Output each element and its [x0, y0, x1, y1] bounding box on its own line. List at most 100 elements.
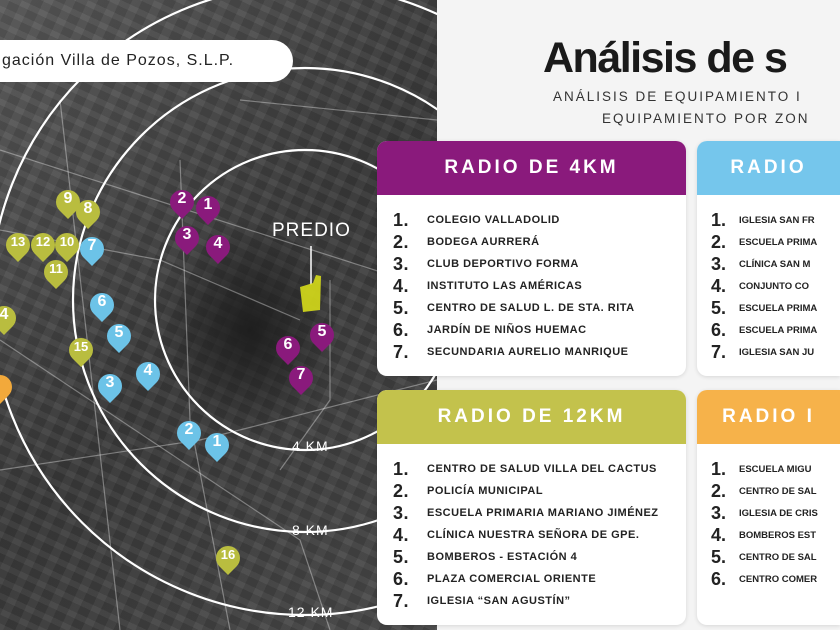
map-marker-green[interactable]: 16 — [211, 541, 245, 575]
item-number: 7. — [393, 590, 410, 611]
page-title: Análisis de s — [543, 34, 788, 82]
map-marker-purple[interactable]: 4 — [201, 230, 235, 264]
list-item: 2. ESCUELA PRIMA — [711, 231, 840, 253]
item-number: 4. — [393, 275, 410, 296]
marker-number: 16 — [220, 547, 236, 562]
item-label: PLAZA COMERCIAL ORIENTE — [427, 573, 597, 585]
marker-number: 7 — [87, 237, 97, 254]
radius-card: RADIO DE 4KM 1. COLEGIO VALLADOLID 2. BODEGA… — [377, 141, 686, 376]
map-marker-purple[interactable]: 5 — [305, 318, 339, 352]
marker-number: 4 — [0, 306, 9, 323]
radius-card: RADIO DE 12KM 1. CENTRO DE SALUD VILLA DEL… — [377, 390, 686, 625]
list-item: 1. IGLESIA SAN FR — [711, 209, 840, 231]
item-number: 5. — [711, 297, 727, 318]
ring-label-8km: 8 KM — [292, 522, 329, 538]
map-marker-green[interactable]: 13 — [1, 228, 35, 262]
marker-number: 2 — [177, 190, 187, 207]
item-label: IGLESIA DE CRIS — [739, 507, 818, 519]
item-number: 2. — [393, 480, 410, 501]
marker-number: 3 — [182, 226, 192, 243]
item-number: 6. — [711, 568, 727, 589]
map-marker-green[interactable]: 11 — [39, 255, 73, 289]
item-number: 2. — [711, 480, 727, 501]
subtitle-2: EQUIPAMIENTO POR ZON — [602, 111, 810, 126]
equipment-list: 1. CENTRO DE SALUD VILLA DEL CACTUS 2. POLI… — [377, 444, 686, 612]
map-marker-purple[interactable]: 1 — [191, 191, 225, 225]
item-label: CENTRO COMER — [739, 573, 818, 585]
item-number: 3. — [393, 253, 410, 274]
item-label: BOMBEROS - ESTACIÓN 4 — [427, 551, 578, 563]
item-number: 2. — [711, 231, 727, 252]
marker-number — [0, 372, 12, 396]
item-number: 6. — [393, 568, 410, 589]
item-label: ESCUELA MIGU — [739, 463, 812, 475]
item-number: 5. — [393, 297, 410, 318]
map-marker-blue[interactable]: 6 — [85, 288, 119, 322]
map-marker-green[interactable]: 15 — [64, 333, 98, 367]
map-marker-blue[interactable]: 4 — [131, 357, 165, 391]
marker-number: 10 — [59, 234, 75, 249]
list-item: 4. CLÍNICA NUESTRA SEÑORA DE GPE. — [393, 524, 686, 546]
list-item: 5. BOMBEROS - ESTACIÓN 4 — [393, 546, 686, 568]
map-marker-blue[interactable]: 3 — [93, 369, 127, 403]
list-item: 7. IGLESIA “SAN AGUSTÍN” — [393, 590, 686, 612]
map-marker-purple[interactable]: 2 — [165, 185, 199, 219]
item-label: BOMBEROS EST — [739, 529, 817, 541]
item-number: 6. — [393, 319, 410, 340]
list-item: 6. JARDÍN DE NIÑOS HUEMAC — [393, 319, 686, 341]
list-item: 5. CENTRO DE SAL — [711, 546, 840, 568]
map-marker-green[interactable]: 12 — [26, 228, 60, 262]
item-label: CLÍNICA NUESTRA SEÑORA DE GPE. — [427, 529, 640, 541]
list-item: 1. CENTRO DE SALUD VILLA DEL CACTUS — [393, 458, 686, 480]
list-item: 2. BODEGA AURRERÁ — [393, 231, 686, 253]
item-label: CONJUNTO CO — [739, 280, 810, 292]
map-marker-green[interactable]: 9 — [51, 185, 85, 219]
marker-number: 3 — [105, 374, 115, 391]
equipment-list: 1. COLEGIO VALLADOLID 2. BODEGA AURRERÁ 3. CL… — [377, 195, 686, 363]
marker-number: 1 — [212, 433, 222, 450]
equipment-list: 1. ESCUELA MIGU 2. CENTRO DE SAL 3. IGLESIA D… — [697, 444, 840, 590]
marker-number: 5 — [114, 324, 124, 341]
map-marker-blue[interactable]: 2 — [172, 416, 206, 450]
map-marker-orange[interactable] — [0, 370, 17, 404]
list-item: 2. CENTRO DE SAL — [711, 480, 840, 502]
map-marker-purple[interactable]: 6 — [271, 331, 305, 365]
item-number: 3. — [393, 502, 410, 523]
list-item: 4. CONJUNTO CO — [711, 275, 840, 297]
map-marker-blue[interactable]: 5 — [102, 319, 136, 353]
item-number: 6. — [711, 319, 727, 340]
list-item: 6. CENTRO COMER — [711, 568, 840, 590]
item-number: 1. — [711, 209, 727, 230]
card-header: RADIO I — [697, 390, 840, 444]
item-number: 1. — [393, 458, 410, 479]
item-label: CENTRO DE SAL — [739, 551, 817, 563]
item-number: 4. — [393, 524, 410, 545]
marker-number: 1 — [203, 196, 213, 213]
list-item: 6. ESCUELA PRIMA — [711, 319, 840, 341]
card-header: RADIO DE 12KM — [377, 390, 686, 444]
item-number: 1. — [711, 458, 727, 479]
ring-8km — [71, 66, 437, 534]
list-item: 4. BOMBEROS EST — [711, 524, 840, 546]
map-marker-blue[interactable]: 1 — [200, 428, 234, 462]
item-label: INSTITUTO LAS AMÉRICAS — [427, 280, 583, 292]
item-label: IGLESIA SAN FR — [739, 214, 815, 226]
map-marker-green[interactable]: 8 — [71, 195, 105, 229]
list-item: 7. IGLESIA SAN JU — [711, 341, 840, 363]
location-label: gación Villa de Pozos, S.L.P. — [0, 40, 293, 82]
marker-number: 7 — [296, 366, 306, 383]
map-marker-purple[interactable]: 3 — [170, 221, 204, 255]
marker-number: 11 — [49, 261, 63, 276]
radius-card: RADIO 1. IGLESIA SAN FR 2. ESCUELA PRIMA 3. CL… — [697, 141, 840, 376]
map[interactable]: gación Villa de Pozos, S.L.P. PREDIO 4 K… — [0, 0, 437, 630]
list-item: 1. COLEGIO VALLADOLID — [393, 209, 686, 231]
map-marker-purple[interactable]: 7 — [284, 361, 318, 395]
item-number: 2. — [393, 231, 410, 252]
radius-card: RADIO I 1. ESCUELA MIGU 2. CENTRO DE SAL 3. IG… — [697, 390, 840, 625]
marker-number: 9 — [63, 190, 73, 207]
map-marker-green[interactable]: 4 — [0, 301, 21, 335]
map-marker-blue[interactable]: 7 — [75, 232, 109, 266]
item-label: CENTRO DE SALUD VILLA DEL CACTUS — [427, 463, 657, 475]
map-marker-green[interactable]: 10 — [50, 228, 84, 262]
ring-label-4km: 4 KM — [292, 438, 329, 454]
